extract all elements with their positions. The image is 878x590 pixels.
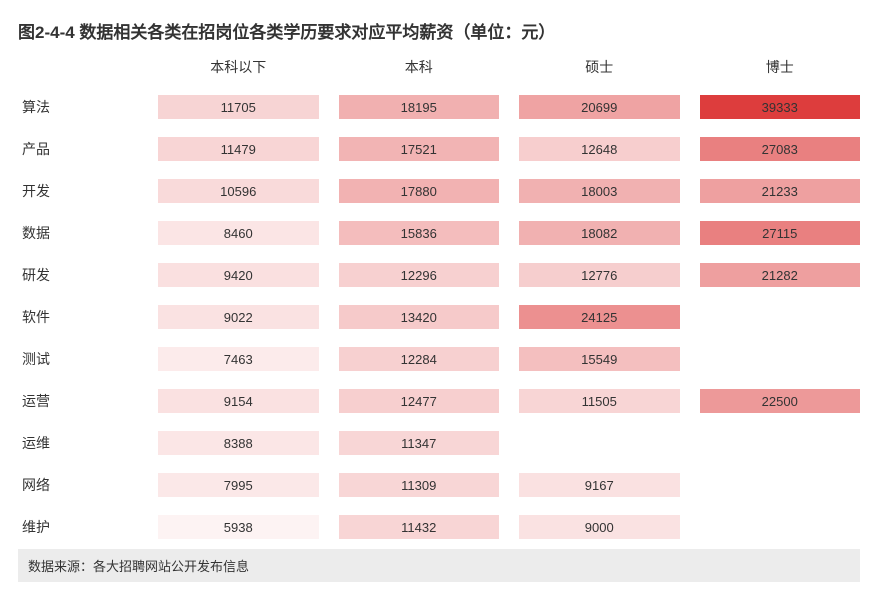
- heatmap-cell: 21233: [700, 179, 861, 203]
- heatmap-cell: 12776: [519, 263, 680, 287]
- heatmap-cell: 9022: [158, 305, 319, 329]
- heatmap-cell: 20699: [519, 95, 680, 119]
- column-header: 硕士: [519, 57, 680, 77]
- empty-cell: [700, 347, 861, 371]
- row-header: 运营: [18, 391, 138, 411]
- heatmap-cell: 18195: [339, 95, 500, 119]
- empty-cell: [519, 431, 680, 455]
- heatmap-cell: 18082: [519, 221, 680, 245]
- empty-cell: [700, 305, 861, 329]
- heatmap-cell: 22500: [700, 389, 861, 413]
- heatmap-cell: 15836: [339, 221, 500, 245]
- source-note: 数据来源：各大招聘网站公开发布信息: [18, 549, 860, 582]
- heatmap-cell: 11705: [158, 95, 319, 119]
- heatmap-cell: 8460: [158, 221, 319, 245]
- heatmap-cell: 10596: [158, 179, 319, 203]
- heatmap-cell: 9000: [519, 515, 680, 539]
- column-header: 本科: [339, 57, 500, 77]
- heatmap-cell: 12296: [339, 263, 500, 287]
- heatmap-cell: 5938: [158, 515, 319, 539]
- row-header: 网络: [18, 475, 138, 495]
- chart-title: 图2-4-4 数据相关各类在招岗位各类学历要求对应平均薪资（单位：元）: [18, 18, 860, 43]
- heatmap-cell: 11309: [339, 473, 500, 497]
- heatmap-cell: 9167: [519, 473, 680, 497]
- heatmap-cell: 39333: [700, 95, 861, 119]
- empty-cell: [700, 431, 861, 455]
- heatmap-cell: 11505: [519, 389, 680, 413]
- heatmap-cell: 27115: [700, 221, 861, 245]
- row-header: 产品: [18, 139, 138, 159]
- heatmap-cell: 17880: [339, 179, 500, 203]
- heatmap-cell: 9154: [158, 389, 319, 413]
- row-header: 开发: [18, 181, 138, 201]
- heatmap-grid: 本科以下本科硕士博士算法 11705 18195 20699 39333 产品 11479 1…: [18, 57, 860, 539]
- row-header: 软件: [18, 307, 138, 327]
- empty-cell: [700, 473, 861, 497]
- empty-cell: [700, 515, 861, 539]
- heatmap-cell: 18003: [519, 179, 680, 203]
- heatmap-cell: 27083: [700, 137, 861, 161]
- heatmap-cell: 13420: [339, 305, 500, 329]
- heatmap-cell: 12284: [339, 347, 500, 371]
- row-header: 数据: [18, 223, 138, 243]
- heatmap-cell: 7995: [158, 473, 319, 497]
- row-header: 研发: [18, 265, 138, 285]
- heatmap-cell: 11432: [339, 515, 500, 539]
- heatmap-cell: 11479: [158, 137, 319, 161]
- heatmap-cell: 12648: [519, 137, 680, 161]
- column-header: 博士: [700, 57, 861, 77]
- heatmap-cell: 21282: [700, 263, 861, 287]
- row-header: 算法: [18, 97, 138, 117]
- column-header: 本科以下: [158, 57, 319, 77]
- heatmap-cell: 7463: [158, 347, 319, 371]
- heatmap-cell: 8388: [158, 431, 319, 455]
- row-header: 维护: [18, 517, 138, 537]
- row-header: 运维: [18, 433, 138, 453]
- row-header: 测试: [18, 349, 138, 369]
- heatmap-cell: 17521: [339, 137, 500, 161]
- heatmap-cell: 15549: [519, 347, 680, 371]
- heatmap-cell: 11347: [339, 431, 500, 455]
- heatmap-cell: 12477: [339, 389, 500, 413]
- heatmap-cell: 24125: [519, 305, 680, 329]
- heatmap-cell: 9420: [158, 263, 319, 287]
